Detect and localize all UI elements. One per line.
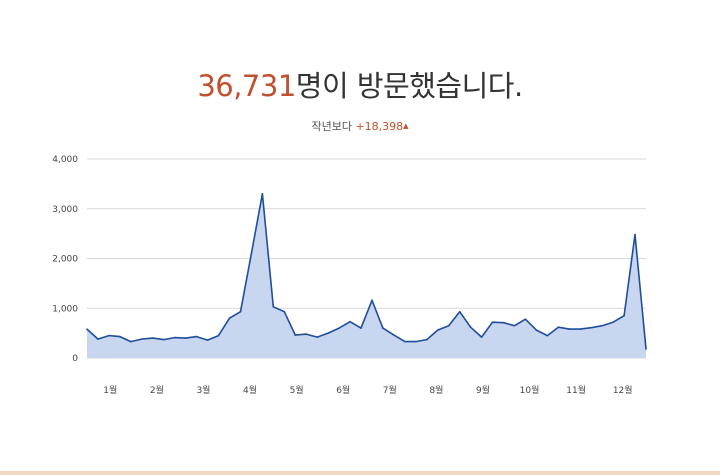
data-point [119, 335, 121, 338]
data-point [338, 327, 340, 329]
x-tick-label: 8월 [429, 384, 443, 396]
data-point [645, 348, 647, 350]
data-point [228, 317, 231, 320]
data-point [546, 334, 549, 337]
data-point [217, 334, 220, 337]
y-tick-label: 3,000 [52, 205, 78, 215]
data-point [601, 324, 603, 327]
x-tick-label: 5월 [290, 384, 304, 396]
data-point [261, 193, 264, 195]
x-tick-label: 2월 [150, 384, 164, 396]
data-point [360, 327, 362, 329]
y-tick-label: 2,000 [52, 255, 78, 265]
data-point [535, 329, 538, 331]
data-point [130, 340, 132, 343]
visitor-count: 36,731 [197, 69, 296, 103]
data-point [393, 334, 395, 336]
data-point [195, 335, 198, 338]
area-fill [87, 193, 646, 358]
x-tick-label: 11월 [566, 384, 586, 396]
data-point [404, 340, 406, 343]
data-point [151, 337, 154, 339]
footer-divider [0, 471, 720, 475]
y-tick-label: 0 [72, 354, 78, 364]
data-point [141, 338, 143, 340]
x-tick-label: 3월 [196, 384, 210, 396]
data-point [612, 321, 614, 323]
comparison-delta: +18,398 [355, 120, 404, 133]
data-point [316, 336, 318, 338]
x-tick-label: 6월 [336, 384, 350, 396]
data-point [415, 340, 417, 343]
data-point [349, 320, 351, 323]
up-triangle-icon: ▲ [403, 122, 409, 130]
data-point [173, 336, 176, 339]
data-point [623, 314, 625, 317]
data-point [579, 328, 582, 330]
data-point [513, 324, 516, 327]
y-tick-label: 4,000 [52, 155, 78, 165]
data-point [162, 338, 165, 341]
visitor-headline-text: 명이 방문했습니다. [295, 69, 523, 103]
x-tick-label: 10월 [520, 384, 540, 396]
x-tick-label: 4월 [243, 384, 257, 396]
data-point [239, 310, 242, 313]
data-point [634, 233, 636, 236]
data-point [557, 326, 560, 328]
x-tick-label: 7월 [383, 384, 397, 396]
x-tick-label: 1월 [103, 384, 117, 396]
comparison-line: 작년보다 +18,398▲ [0, 118, 720, 135]
data-point [371, 299, 373, 302]
data-point [294, 334, 297, 336]
data-point [272, 305, 275, 308]
data-point [206, 339, 209, 341]
x-tick-label: 12월 [613, 384, 633, 396]
data-point [469, 326, 472, 328]
y-tick-label: 1,000 [52, 304, 78, 314]
data-point [436, 329, 439, 331]
data-point [250, 252, 253, 255]
data-point [491, 321, 494, 323]
data-point [568, 328, 571, 330]
data-point [590, 326, 592, 329]
data-point [108, 334, 110, 337]
data-point [458, 310, 461, 313]
data-point [480, 336, 483, 338]
data-point [305, 333, 308, 335]
data-point [382, 327, 384, 329]
data-point [524, 318, 527, 320]
data-point [425, 338, 428, 341]
series-line [86, 193, 647, 350]
data-point [502, 321, 505, 324]
visitor-headline: 36,731명이 방문했습니다. [0, 66, 720, 106]
x-tick-label: 9월 [476, 384, 490, 396]
data-point [447, 324, 450, 327]
data-point [327, 332, 329, 334]
data-point [283, 310, 286, 313]
data-point [184, 337, 187, 339]
data-point [97, 338, 99, 340]
data-point [86, 328, 88, 330]
comparison-label: 작년보다 [311, 120, 352, 133]
